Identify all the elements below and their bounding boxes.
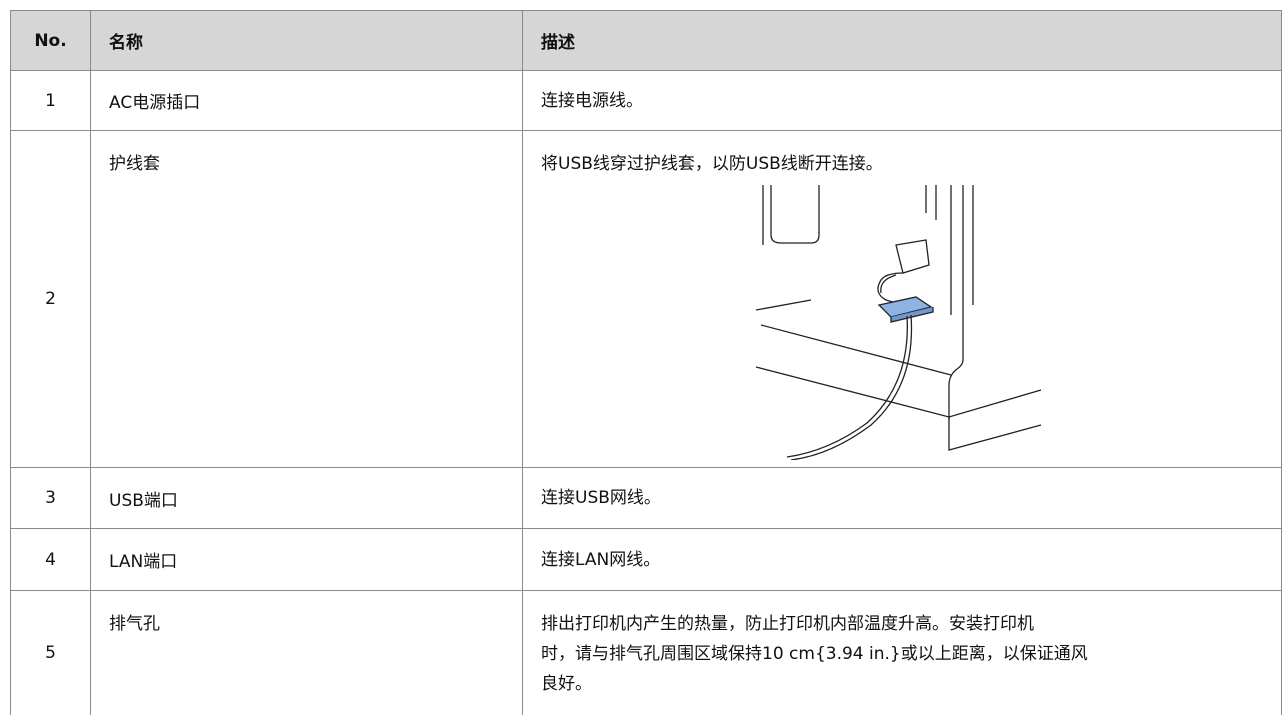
table-body: 1 AC电源插口 连接电源线。 2 护线套 将USB线穿过护线套，以防USB线断开连接。 …	[10, 70, 1282, 715]
number-cell: 3	[10, 467, 91, 529]
parts-table: No. 名称 描述 1 AC电源插口 连接电源线。 2 护线套 将USB线穿过护线套，以防…	[10, 10, 1282, 715]
description-line: 良好。	[541, 674, 592, 694]
description-cell: 将USB线穿过护线套，以防USB线断开连接。	[522, 130, 1282, 468]
description-line: 连接电源线。	[541, 90, 643, 111]
name-cell: 护线套	[90, 130, 523, 468]
description-cell: 连接LAN网线。	[522, 528, 1282, 591]
description-line: 排出打印机内产生的热量，防止打印机内部温度升高。安装打印机	[541, 614, 1034, 634]
description-line: 将USB线穿过护线套，以防USB线断开连接。	[541, 154, 883, 174]
name-cell: 排气孔	[90, 590, 523, 715]
number-cell: 1	[10, 70, 91, 131]
name-cell: AC电源插口	[90, 70, 523, 131]
header-cell: No.	[10, 10, 91, 71]
name-cell: USB端口	[90, 467, 523, 529]
table-row: 1 AC电源插口 连接电源线。	[10, 70, 1282, 131]
table-row: 3 USB端口 连接USB网线。	[10, 467, 1282, 529]
table-row: 5 排气孔 排出打印机内产生的热量，防止打印机内部温度升高。安装打印机时，请与排气孔…	[10, 590, 1282, 715]
header-cell: 描述	[522, 10, 1282, 71]
description-cell: 排出打印机内产生的热量，防止打印机内部温度升高。安装打印机时，请与排气孔周围区域…	[522, 590, 1282, 715]
number-cell: 2	[10, 130, 91, 468]
cable-cover-illustration	[755, 185, 1042, 460]
header-row: No. 名称 描述	[10, 10, 1282, 71]
description-cell: 连接USB网线。	[522, 467, 1282, 529]
header-cell: 名称	[90, 10, 523, 71]
number-cell: 5	[10, 590, 91, 715]
description-line: 连接USB网线。	[541, 488, 661, 508]
description-line: 时，请与排气孔周围区域保持10 cm{3.94 in.}或以上距离，以保证通风	[541, 644, 1088, 664]
table-row: 4 LAN端口 连接LAN网线。	[10, 528, 1282, 591]
name-cell: LAN端口	[90, 528, 523, 591]
description-line: 连接LAN网线。	[541, 549, 661, 570]
number-cell: 4	[10, 528, 91, 591]
table-row: 2 护线套 将USB线穿过护线套，以防USB线断开连接。	[10, 130, 1282, 468]
description-cell: 连接电源线。	[522, 70, 1282, 131]
